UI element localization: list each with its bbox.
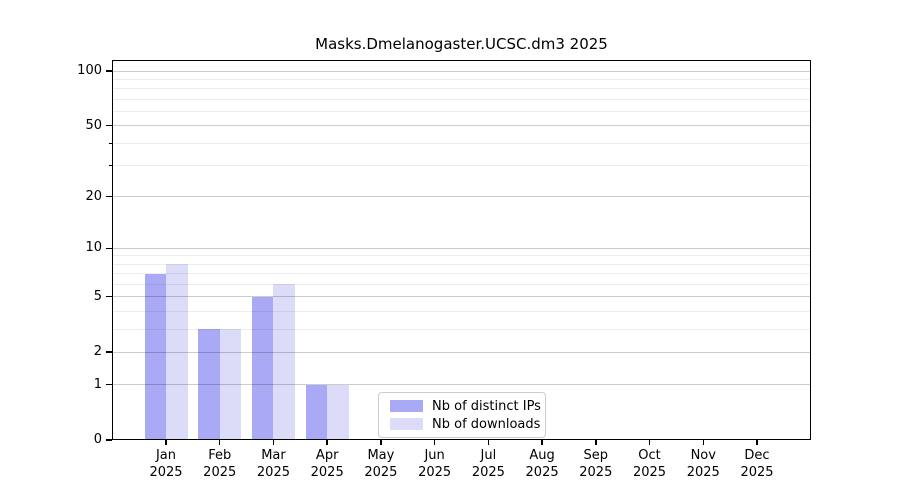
bar-distinct-ips [144,273,166,440]
x-tick [165,440,167,445]
gridline-major [112,70,811,72]
y-tick-label: 10 [85,240,102,256]
x-tick-label: Feb 2025 [203,448,237,480]
legend-item-distinct-ips: Nb of distinct IPs [390,399,545,414]
bar-distinct-ips [251,296,274,440]
x-tick-label: Mar 2025 [256,448,290,480]
x-tick [326,440,328,445]
bar-downloads [166,264,188,440]
gridline-minor [112,88,811,90]
legend-label-downloads: Nb of downloads [432,416,541,432]
bars-layer [112,60,811,440]
y-tick-label: 0 [93,432,102,447]
gridline-minor [112,98,811,100]
y-tick-label: 20 [85,188,102,204]
legend-label-distinct-ips: Nb of distinct IPs [432,398,541,414]
x-tick-label: Jan 2025 [149,448,183,480]
x-tick-label: Dec 2025 [740,448,774,480]
grid-layer [112,60,811,440]
gridline-major [112,296,811,298]
x-tick [433,440,436,445]
plot-area [112,60,811,440]
x-tick [595,440,597,445]
bar-downloads [273,284,295,440]
x-tick-label: Jul 2025 [471,448,505,480]
bar-downloads [327,384,349,440]
gridline-major [112,125,811,127]
x-tick-label: Aug 2025 [525,448,559,480]
gridline-minor [112,328,811,330]
gridline-major [112,351,811,353]
gridline-major [112,196,811,198]
chart-title: Masks.Dmelanogaster.UCSC.dm3 2025 [315,35,608,53]
bar-distinct-ips [305,384,328,440]
gridline-minor [112,273,811,275]
y-tick-label: 50 [85,117,102,133]
x-tick-label: Jun 2025 [418,448,452,480]
x-tick [272,440,275,445]
bar-downloads [219,329,242,440]
gridline-major [112,384,811,386]
legend: Nb of distinct IPs Nb of downloads [378,392,546,438]
gridline-minor [112,263,811,265]
y-tick-label: 1 [93,376,102,392]
gridline-minor [112,110,811,112]
gridline-minor [112,283,811,285]
gridline-minor [112,310,811,312]
x-tick-label: May 2025 [364,448,398,480]
legend-item-downloads: Nb of downloads [390,417,545,432]
x-tick [756,440,758,445]
gridline-minor [112,142,811,144]
x-tick [380,440,382,445]
legend-swatch-downloads-icon [390,418,423,430]
y-tick-label: 5 [93,288,102,304]
x-tick [648,440,651,445]
x-tick-label: Sep 2025 [579,448,613,480]
y-tick-label: 100 [77,63,102,79]
legend-swatch-distinct-ips-icon [390,400,423,412]
x-tick-label: Nov 2025 [686,448,720,480]
gridline-minor [112,78,811,80]
x-tick [541,440,543,445]
bar-distinct-ips [198,329,220,440]
x-tick [487,440,490,445]
gridline-minor [112,255,811,257]
y-tick-label: 2 [93,344,102,360]
x-tick-label: Apr 2025 [310,448,344,480]
x-tick [219,440,221,445]
gridline-minor [112,164,811,166]
gridline-major [112,247,811,249]
x-tick [702,440,704,445]
x-tick-label: Oct 2025 [632,448,667,480]
